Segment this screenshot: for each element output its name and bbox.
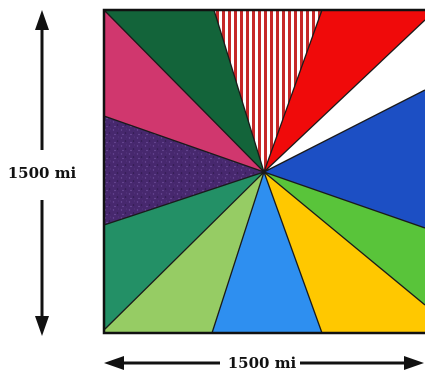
horizontal-dimension-label: 1500 mi [228, 354, 297, 372]
wedge-light-blue-bottom [212, 172, 322, 333]
wedge-purple-left [104, 116, 264, 225]
wedge-red-top-right [264, 10, 425, 172]
horizontal-dimension-arrow [104, 356, 424, 370]
wedge-red-white-striped-top [214, 10, 322, 172]
wedge-yellow-bottom-right [264, 172, 425, 333]
square-border [102, 8, 425, 335]
vertical-dimension-label: 1500 mi [8, 164, 77, 182]
wedge-divider-lines [103, 9, 425, 334]
vertical-dimension-arrow [35, 10, 49, 336]
wedge-blue-right [264, 90, 425, 228]
